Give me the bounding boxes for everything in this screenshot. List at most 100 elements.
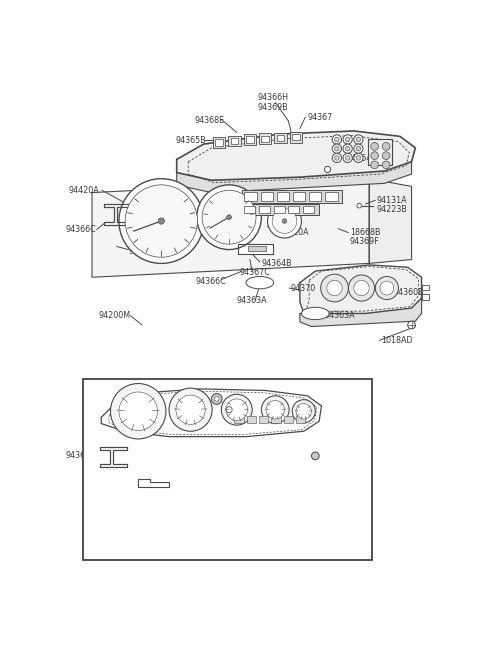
Bar: [274, 206, 285, 214]
Bar: [259, 133, 271, 144]
Bar: [325, 192, 337, 201]
Polygon shape: [104, 204, 131, 225]
Circle shape: [197, 185, 262, 250]
Circle shape: [382, 143, 390, 150]
Bar: [213, 137, 225, 148]
Circle shape: [221, 394, 252, 425]
Circle shape: [211, 394, 222, 404]
Text: 94370: 94370: [291, 284, 316, 293]
Bar: [275, 132, 287, 143]
Circle shape: [382, 161, 390, 169]
Circle shape: [215, 397, 219, 402]
Bar: [262, 136, 269, 141]
Bar: [259, 416, 268, 422]
Circle shape: [332, 153, 341, 162]
Circle shape: [202, 190, 256, 244]
Circle shape: [110, 384, 166, 439]
Circle shape: [227, 215, 231, 219]
Text: 94369F: 94369F: [314, 443, 344, 452]
Circle shape: [282, 219, 287, 223]
Circle shape: [345, 137, 350, 141]
Circle shape: [371, 143, 378, 150]
Bar: [234, 416, 244, 422]
Text: 94420A: 94420A: [69, 186, 100, 195]
Bar: [244, 192, 257, 201]
Bar: [259, 206, 270, 214]
Text: 94369B: 94369B: [237, 390, 267, 399]
Bar: [83, 379, 372, 560]
Circle shape: [169, 388, 212, 431]
Circle shape: [345, 146, 350, 151]
Polygon shape: [300, 265, 421, 314]
Circle shape: [335, 156, 339, 160]
Bar: [242, 190, 342, 202]
Text: 94223B: 94223B: [377, 205, 408, 214]
Polygon shape: [177, 131, 415, 180]
Text: 94366C: 94366C: [138, 495, 169, 504]
Circle shape: [343, 153, 352, 162]
Polygon shape: [177, 162, 411, 193]
Bar: [421, 285, 429, 290]
Circle shape: [332, 135, 341, 144]
Bar: [309, 192, 322, 201]
Bar: [296, 416, 305, 422]
Polygon shape: [101, 389, 322, 437]
Bar: [421, 294, 429, 299]
Circle shape: [354, 135, 363, 144]
Text: 94366H: 94366H: [237, 381, 268, 390]
Circle shape: [354, 280, 369, 296]
Circle shape: [375, 276, 398, 299]
Polygon shape: [238, 244, 273, 254]
Text: 94220: 94220: [134, 196, 160, 205]
Bar: [248, 246, 266, 251]
Circle shape: [356, 146, 361, 151]
Text: 94367: 94367: [308, 113, 333, 122]
Circle shape: [348, 275, 374, 301]
Circle shape: [380, 281, 394, 295]
Bar: [368, 139, 392, 165]
Circle shape: [262, 396, 289, 424]
Circle shape: [408, 321, 415, 329]
Bar: [246, 136, 254, 143]
Text: 1018AD: 1018AD: [381, 336, 412, 345]
Circle shape: [125, 185, 197, 257]
Polygon shape: [369, 179, 411, 263]
Bar: [271, 416, 281, 422]
Text: 18668B: 18668B: [314, 434, 344, 443]
Text: 94366C: 94366C: [196, 276, 227, 286]
Circle shape: [343, 144, 352, 153]
Circle shape: [343, 135, 352, 144]
Text: 94200M: 94200M: [98, 311, 130, 320]
Text: 94511: 94511: [90, 513, 116, 522]
Text: 94368E: 94368E: [194, 117, 225, 126]
Bar: [244, 134, 256, 145]
Bar: [288, 206, 299, 214]
Bar: [293, 192, 305, 201]
Text: 94410A: 94410A: [278, 228, 309, 237]
Circle shape: [335, 146, 339, 151]
Text: 94360B: 94360B: [394, 288, 424, 297]
Bar: [244, 206, 255, 214]
Text: 94365B: 94365B: [175, 136, 206, 145]
Text: 94369B: 94369B: [258, 103, 288, 113]
Text: 94366H: 94366H: [258, 94, 288, 102]
Circle shape: [354, 144, 363, 153]
Circle shape: [119, 392, 157, 430]
Circle shape: [345, 156, 350, 160]
Text: 94367C: 94367C: [240, 268, 271, 277]
Bar: [290, 132, 302, 143]
Text: 94515: 94515: [250, 398, 275, 407]
Circle shape: [119, 179, 204, 263]
Text: 94131A: 94131A: [377, 196, 408, 205]
Circle shape: [292, 400, 315, 422]
Text: 94363A: 94363A: [237, 296, 267, 305]
Polygon shape: [138, 479, 169, 487]
Text: 94369F: 94369F: [350, 237, 380, 246]
Text: 94210B: 94210B: [138, 223, 169, 232]
Text: 94366C: 94366C: [65, 451, 96, 460]
Circle shape: [356, 137, 361, 141]
Bar: [277, 135, 285, 141]
Text: 94364D: 94364D: [346, 154, 377, 163]
Circle shape: [226, 407, 232, 413]
Circle shape: [226, 399, 248, 421]
